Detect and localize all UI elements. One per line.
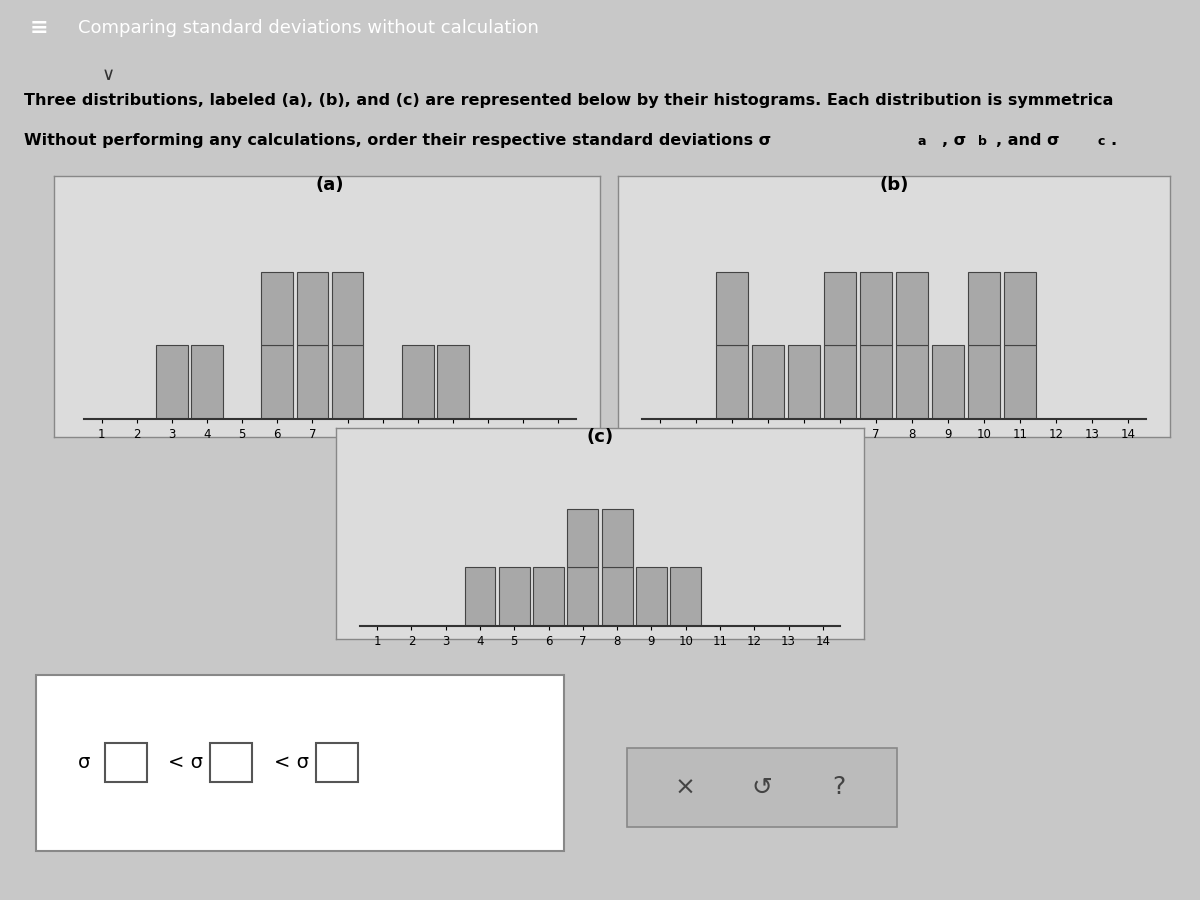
Text: < σ: < σ — [274, 753, 308, 772]
Text: ∨: ∨ — [102, 66, 114, 84]
Bar — [636, 567, 667, 626]
Bar — [751, 345, 785, 418]
Bar — [823, 345, 857, 418]
Bar — [1003, 345, 1037, 418]
Bar — [316, 743, 358, 782]
Bar — [1003, 272, 1037, 345]
Text: ?: ? — [833, 776, 846, 799]
Bar — [533, 567, 564, 626]
Bar — [331, 272, 364, 345]
Bar — [210, 743, 252, 782]
Title: (c): (c) — [587, 428, 613, 446]
Text: Three distributions, labeled (a), (b), and (c) are represented below by their hi: Three distributions, labeled (a), (b), a… — [24, 93, 1114, 108]
Bar — [671, 567, 701, 626]
Bar — [191, 345, 223, 418]
Bar — [499, 567, 529, 626]
Bar — [715, 272, 749, 345]
Bar — [967, 345, 1001, 418]
Text: < σ: < σ — [168, 753, 203, 772]
Bar — [464, 567, 496, 626]
Text: b: b — [978, 135, 986, 148]
Bar — [787, 345, 821, 418]
Bar — [859, 272, 892, 345]
Text: Comparing standard deviations without calculation: Comparing standard deviations without ca… — [78, 19, 539, 37]
Bar — [601, 567, 632, 626]
Text: c: c — [1098, 135, 1105, 148]
Text: Without performing any calculations, order their respective standard deviations : Without performing any calculations, ord… — [24, 133, 772, 148]
Bar — [262, 272, 293, 345]
Text: ↺: ↺ — [751, 776, 773, 799]
Bar — [895, 345, 929, 418]
Text: .: . — [1110, 133, 1116, 148]
Bar — [601, 508, 632, 567]
Bar — [331, 345, 364, 418]
Text: ≡: ≡ — [30, 18, 49, 38]
Text: a: a — [918, 135, 926, 148]
Bar — [296, 345, 329, 418]
Bar — [967, 272, 1001, 345]
Title: (a): (a) — [316, 176, 344, 194]
Bar — [437, 345, 469, 418]
Text: σ: σ — [78, 753, 91, 772]
Bar — [262, 345, 293, 418]
Bar — [931, 345, 965, 418]
Bar — [568, 508, 599, 567]
Bar — [715, 345, 749, 418]
Bar — [104, 743, 146, 782]
Bar — [823, 272, 857, 345]
Bar — [859, 345, 892, 418]
Text: , σ: , σ — [942, 133, 966, 148]
Bar — [895, 272, 929, 345]
Title: (b): (b) — [880, 176, 908, 194]
Text: , and σ: , and σ — [996, 133, 1060, 148]
Bar — [296, 272, 329, 345]
Text: ×: × — [674, 776, 695, 799]
Bar — [156, 345, 187, 418]
Bar — [402, 345, 433, 418]
Bar — [568, 567, 599, 626]
